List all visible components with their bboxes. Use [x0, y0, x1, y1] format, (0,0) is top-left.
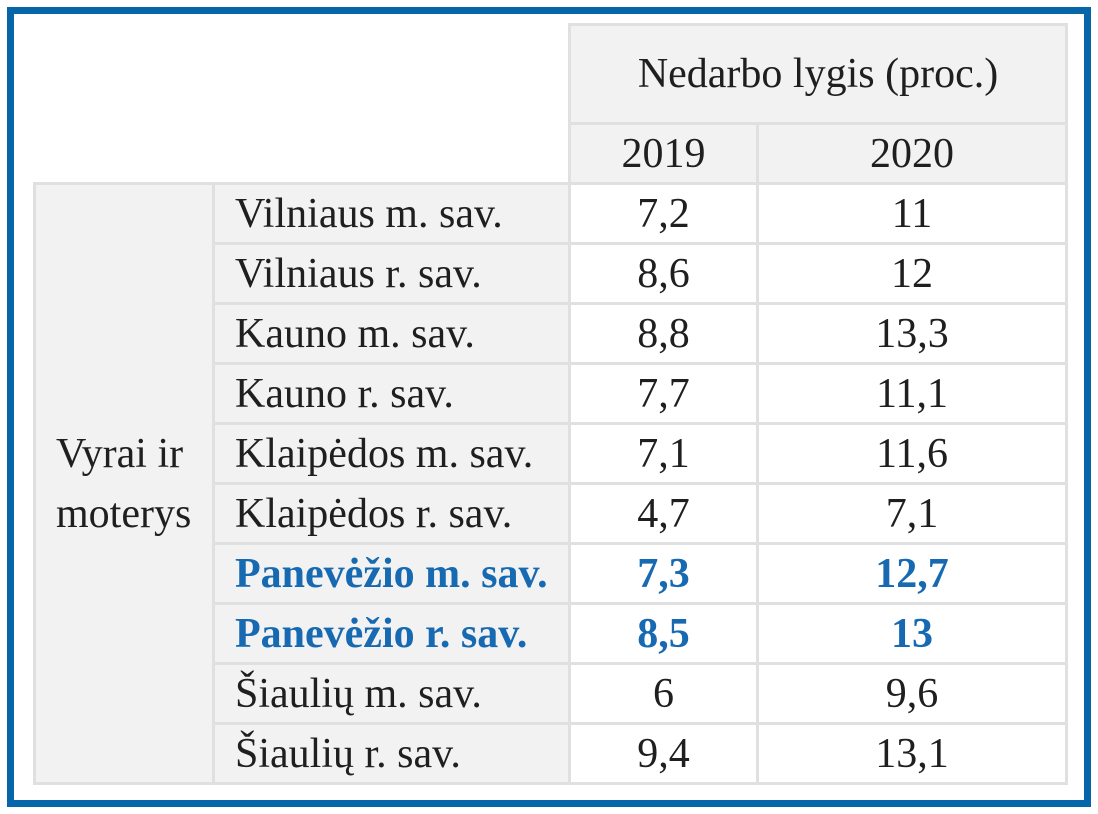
value-2020: 12,7: [755, 542, 1069, 605]
value-2019: 4,7: [568, 482, 759, 545]
column-header-2020: 2020: [755, 122, 1069, 185]
municipality-name: Panevėžio m. sav.: [212, 542, 571, 605]
table-row-kaunas-m: Kauno m. sav. 8,8 13,3: [35, 302, 1069, 365]
value-2020: 7,1: [755, 482, 1069, 545]
value-2020: 13,3: [755, 302, 1069, 365]
table-row-siauliai-m: Šiaulių m. sav. 6 9,6: [35, 662, 1069, 725]
value-2019: 8,6: [568, 242, 759, 305]
row-group-label: Vyrai ir moterys: [33, 182, 215, 785]
table-row-vilnius-r: Vilniaus r. sav. 8,6 12: [35, 242, 1069, 305]
value-2020: 11,6: [755, 422, 1069, 485]
municipality-name: Panevėžio r. sav.: [212, 602, 571, 665]
municipality-name: Kauno m. sav.: [212, 302, 571, 365]
municipality-name: Klaipėdos r. sav.: [212, 482, 571, 545]
value-2019: 7,7: [568, 362, 759, 425]
value-2019: 7,2: [568, 182, 759, 245]
municipality-name: Vilniaus m. sav.: [212, 182, 571, 245]
municipality-name: Šiaulių m. sav.: [212, 662, 571, 725]
table-title: Nedarbo lygis (proc.): [567, 23, 1069, 125]
value-2020: 12: [755, 242, 1069, 305]
value-2020: 13: [755, 602, 1069, 665]
value-2019: 9,4: [568, 722, 759, 785]
table-row-klaipeda-r: Klaipėdos r. sav. 4,7 7,1: [35, 482, 1069, 545]
value-2019: 8,5: [568, 602, 759, 665]
table-title-row: Nedarbo lygis (proc.): [34, 23, 1069, 125]
municipality-name: Klaipėdos m. sav.: [212, 422, 571, 485]
value-2020: 11,1: [755, 362, 1069, 425]
municipality-name: Šiaulių r. sav.: [212, 722, 571, 785]
table-row-siauliai-r: Šiaulių r. sav. 9,4 13,1: [35, 722, 1069, 785]
table-row-panevezys-r-highlighted: Panevėžio r. sav. 8,5 13: [35, 602, 1069, 665]
value-2019: 7,3: [568, 542, 759, 605]
value-2020: 13,1: [755, 722, 1069, 785]
table-row-kaunas-r: Kauno r. sav. 7,7 11,1: [35, 362, 1069, 425]
empty-corner-cell: [34, 123, 570, 184]
municipality-name: Vilniaus r. sav.: [212, 242, 571, 305]
empty-corner-cell: [34, 24, 570, 124]
table-row-vilnius-m: Vyrai ir moterys Vilniaus m. sav. 7,2 11: [33, 182, 1069, 785]
year-header-row: 2019 2020: [34, 122, 1069, 185]
value-2020: 9,6: [755, 662, 1069, 725]
table-row-panevezys-m-highlighted: Panevėžio m. sav. 7,3 12,7: [35, 542, 1069, 605]
value-2019: 8,8: [568, 302, 759, 365]
column-header-2019: 2019: [568, 122, 759, 185]
unemployment-rate-table: Nedarbo lygis (proc.) 2019 2020 Vyrai ir…: [33, 23, 1069, 785]
value-2020: 11: [755, 182, 1069, 245]
municipality-name: Kauno r. sav.: [212, 362, 571, 425]
value-2019: 6: [568, 662, 759, 725]
table-row-klaipeda-m: Klaipėdos m. sav. 7,1 11,6: [35, 422, 1069, 485]
value-2019: 7,1: [568, 422, 759, 485]
